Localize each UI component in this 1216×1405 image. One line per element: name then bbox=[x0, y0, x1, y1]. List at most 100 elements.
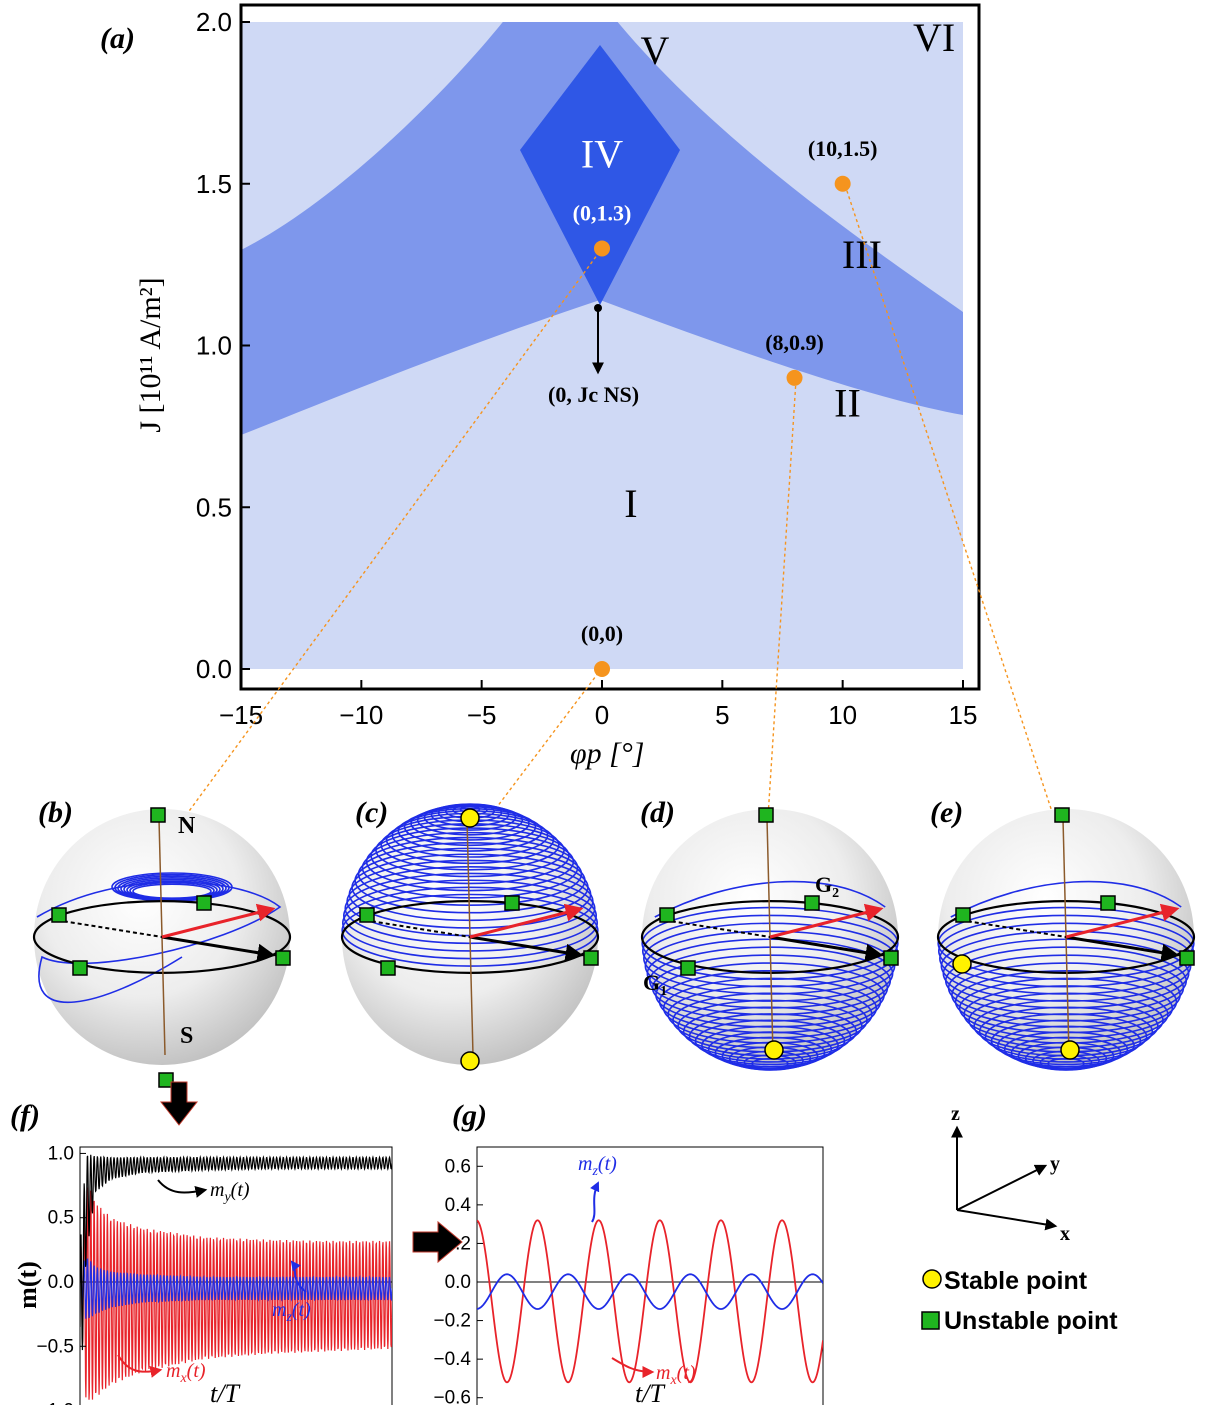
region-label: I bbox=[624, 481, 637, 526]
triad-x: x bbox=[1060, 1223, 1070, 1245]
north-pole-label: N bbox=[178, 813, 196, 839]
x-tick-label: 15 bbox=[949, 700, 978, 730]
legend-stable: Stable point bbox=[944, 1267, 1088, 1295]
unstable-point bbox=[196, 895, 212, 911]
black-vector bbox=[769, 935, 884, 962]
annot-mz: mz(t) bbox=[272, 1299, 311, 1325]
g-x-axis-label: t/T bbox=[635, 1379, 665, 1405]
black-vector bbox=[1065, 935, 1180, 962]
equator bbox=[32, 900, 292, 974]
panel-label-g: (g) bbox=[452, 1099, 487, 1132]
x-tick-label: 0 bbox=[595, 700, 609, 730]
black-vector bbox=[469, 935, 584, 962]
annot-arrow-mz bbox=[290, 1260, 307, 1293]
x-tick-label: −15 bbox=[219, 700, 263, 730]
unstable-point-icon bbox=[921, 1311, 940, 1330]
triad-y: y bbox=[1050, 1153, 1060, 1175]
down-arrow-icon bbox=[159, 1081, 199, 1126]
stable-point bbox=[764, 1040, 784, 1060]
marked-point-label: (0,0) bbox=[581, 621, 623, 646]
region-light-upper-left bbox=[241, 22, 477, 250]
equator bbox=[640, 900, 900, 974]
connector-e bbox=[844, 184, 1064, 848]
unstable-point bbox=[680, 960, 696, 976]
critical-point: (0, Jc NS) bbox=[548, 304, 639, 407]
x-tick-label: 10 bbox=[828, 700, 857, 730]
marked-points: (0,0) (0,1.3) (8,0.9) (10,1.5) bbox=[573, 136, 878, 677]
panel-label-a: (a) bbox=[100, 22, 135, 55]
g-y-tick-label: −0.2 bbox=[433, 1311, 471, 1332]
annot-g-mz: mz(t) bbox=[578, 1153, 617, 1179]
region-label: V bbox=[641, 28, 670, 73]
panel-label-d: (d) bbox=[640, 796, 675, 829]
red-vector bbox=[769, 903, 884, 939]
unstable-point bbox=[883, 950, 899, 966]
unstable-point bbox=[158, 1072, 174, 1088]
marked-point-label: (10,1.5) bbox=[808, 136, 878, 161]
y-tick-label: 2.0 bbox=[196, 7, 232, 37]
unstable-point bbox=[359, 907, 375, 923]
red-vector bbox=[161, 903, 276, 939]
unstable-point bbox=[583, 950, 599, 966]
sphere-e bbox=[936, 807, 1196, 1071]
f-y-tick-label: −0.5 bbox=[36, 1336, 74, 1357]
south-pole-label: S bbox=[180, 1023, 193, 1049]
stable-point-icon bbox=[922, 1269, 942, 1289]
stable-point bbox=[952, 954, 972, 974]
annot-arrow-g-mx bbox=[611, 1357, 655, 1378]
unstable-point bbox=[275, 950, 291, 966]
series-mz(t) bbox=[80, 1258, 392, 1319]
annot-mx: mx(t) bbox=[166, 1360, 206, 1386]
annot-arrow-mx bbox=[117, 1354, 163, 1378]
axis-ticks-g: 0.940.950.960.970.980.991.00−0.6−0.4−0.2… bbox=[433, 1156, 483, 1405]
axis-ticks: −15 −10 −5 0 5 10 15 0.0 0.5 1.0 1.5 2.0 bbox=[196, 7, 978, 730]
plot-frame bbox=[239, 3, 981, 691]
region-iv-diamond bbox=[520, 45, 680, 305]
y-tick-label: 1.5 bbox=[196, 169, 232, 199]
series-my(t) bbox=[80, 1154, 392, 1351]
annot-g-mx: mx(t) bbox=[656, 1362, 696, 1388]
unstable-point bbox=[150, 807, 166, 823]
equator bbox=[340, 900, 600, 974]
unstable-point bbox=[804, 895, 820, 911]
legend: Stable point Unstable point bbox=[921, 1267, 1118, 1335]
g-y-tick-label: 0.2 bbox=[445, 1233, 471, 1254]
dashed-axis bbox=[357, 918, 471, 938]
g-y-tick-label: 0.0 bbox=[445, 1272, 471, 1293]
g-y-tick-label: 0.6 bbox=[445, 1156, 471, 1177]
region-label: IV bbox=[581, 132, 623, 177]
legend-unstable: Unstable point bbox=[944, 1307, 1118, 1335]
connector-d bbox=[766, 379, 797, 848]
marked-point-label: (0,1.3) bbox=[573, 200, 632, 225]
f-y-tick-label: 0.5 bbox=[48, 1208, 74, 1229]
red-vector bbox=[1065, 903, 1180, 939]
region-light-upper-right bbox=[710, 22, 963, 312]
g-y-tick-label: −0.6 bbox=[433, 1388, 471, 1405]
unstable-point bbox=[1179, 950, 1195, 966]
annot-arrow-my bbox=[157, 1179, 208, 1198]
x-tick-label: 5 bbox=[715, 700, 729, 730]
time-series-panel-f: 0.00.20.40.60.81.0−1.0−0.50.00.51.0 (f) … bbox=[10, 1099, 393, 1405]
black-vector bbox=[161, 935, 276, 962]
region-label: VI bbox=[913, 15, 955, 60]
x-axis-label: φp [°] bbox=[570, 737, 644, 770]
x-tick-label: −5 bbox=[467, 700, 497, 730]
sphere-b bbox=[32, 807, 292, 1088]
dashed-axis bbox=[953, 918, 1067, 938]
series-mz(t) bbox=[477, 1273, 823, 1310]
f-y-tick-label: −1.0 bbox=[36, 1401, 74, 1405]
unstable-point bbox=[758, 807, 774, 823]
plot-frame-g bbox=[476, 1146, 824, 1405]
critical-point-label: (0, Jc NS) bbox=[548, 382, 639, 407]
stable-point bbox=[460, 1051, 480, 1071]
series-mx(t) bbox=[477, 1219, 823, 1384]
y-tick-label: 1.0 bbox=[196, 331, 232, 361]
unstable-point bbox=[72, 960, 88, 976]
panel-label-c: (c) bbox=[355, 796, 388, 829]
annot-my: my(t) bbox=[210, 1179, 250, 1205]
y-tick-label: 0.0 bbox=[196, 654, 232, 684]
phase-regions bbox=[241, 22, 963, 669]
x-tick-label: −10 bbox=[339, 700, 383, 730]
f-y-axis-label: m(t) bbox=[13, 1261, 42, 1309]
